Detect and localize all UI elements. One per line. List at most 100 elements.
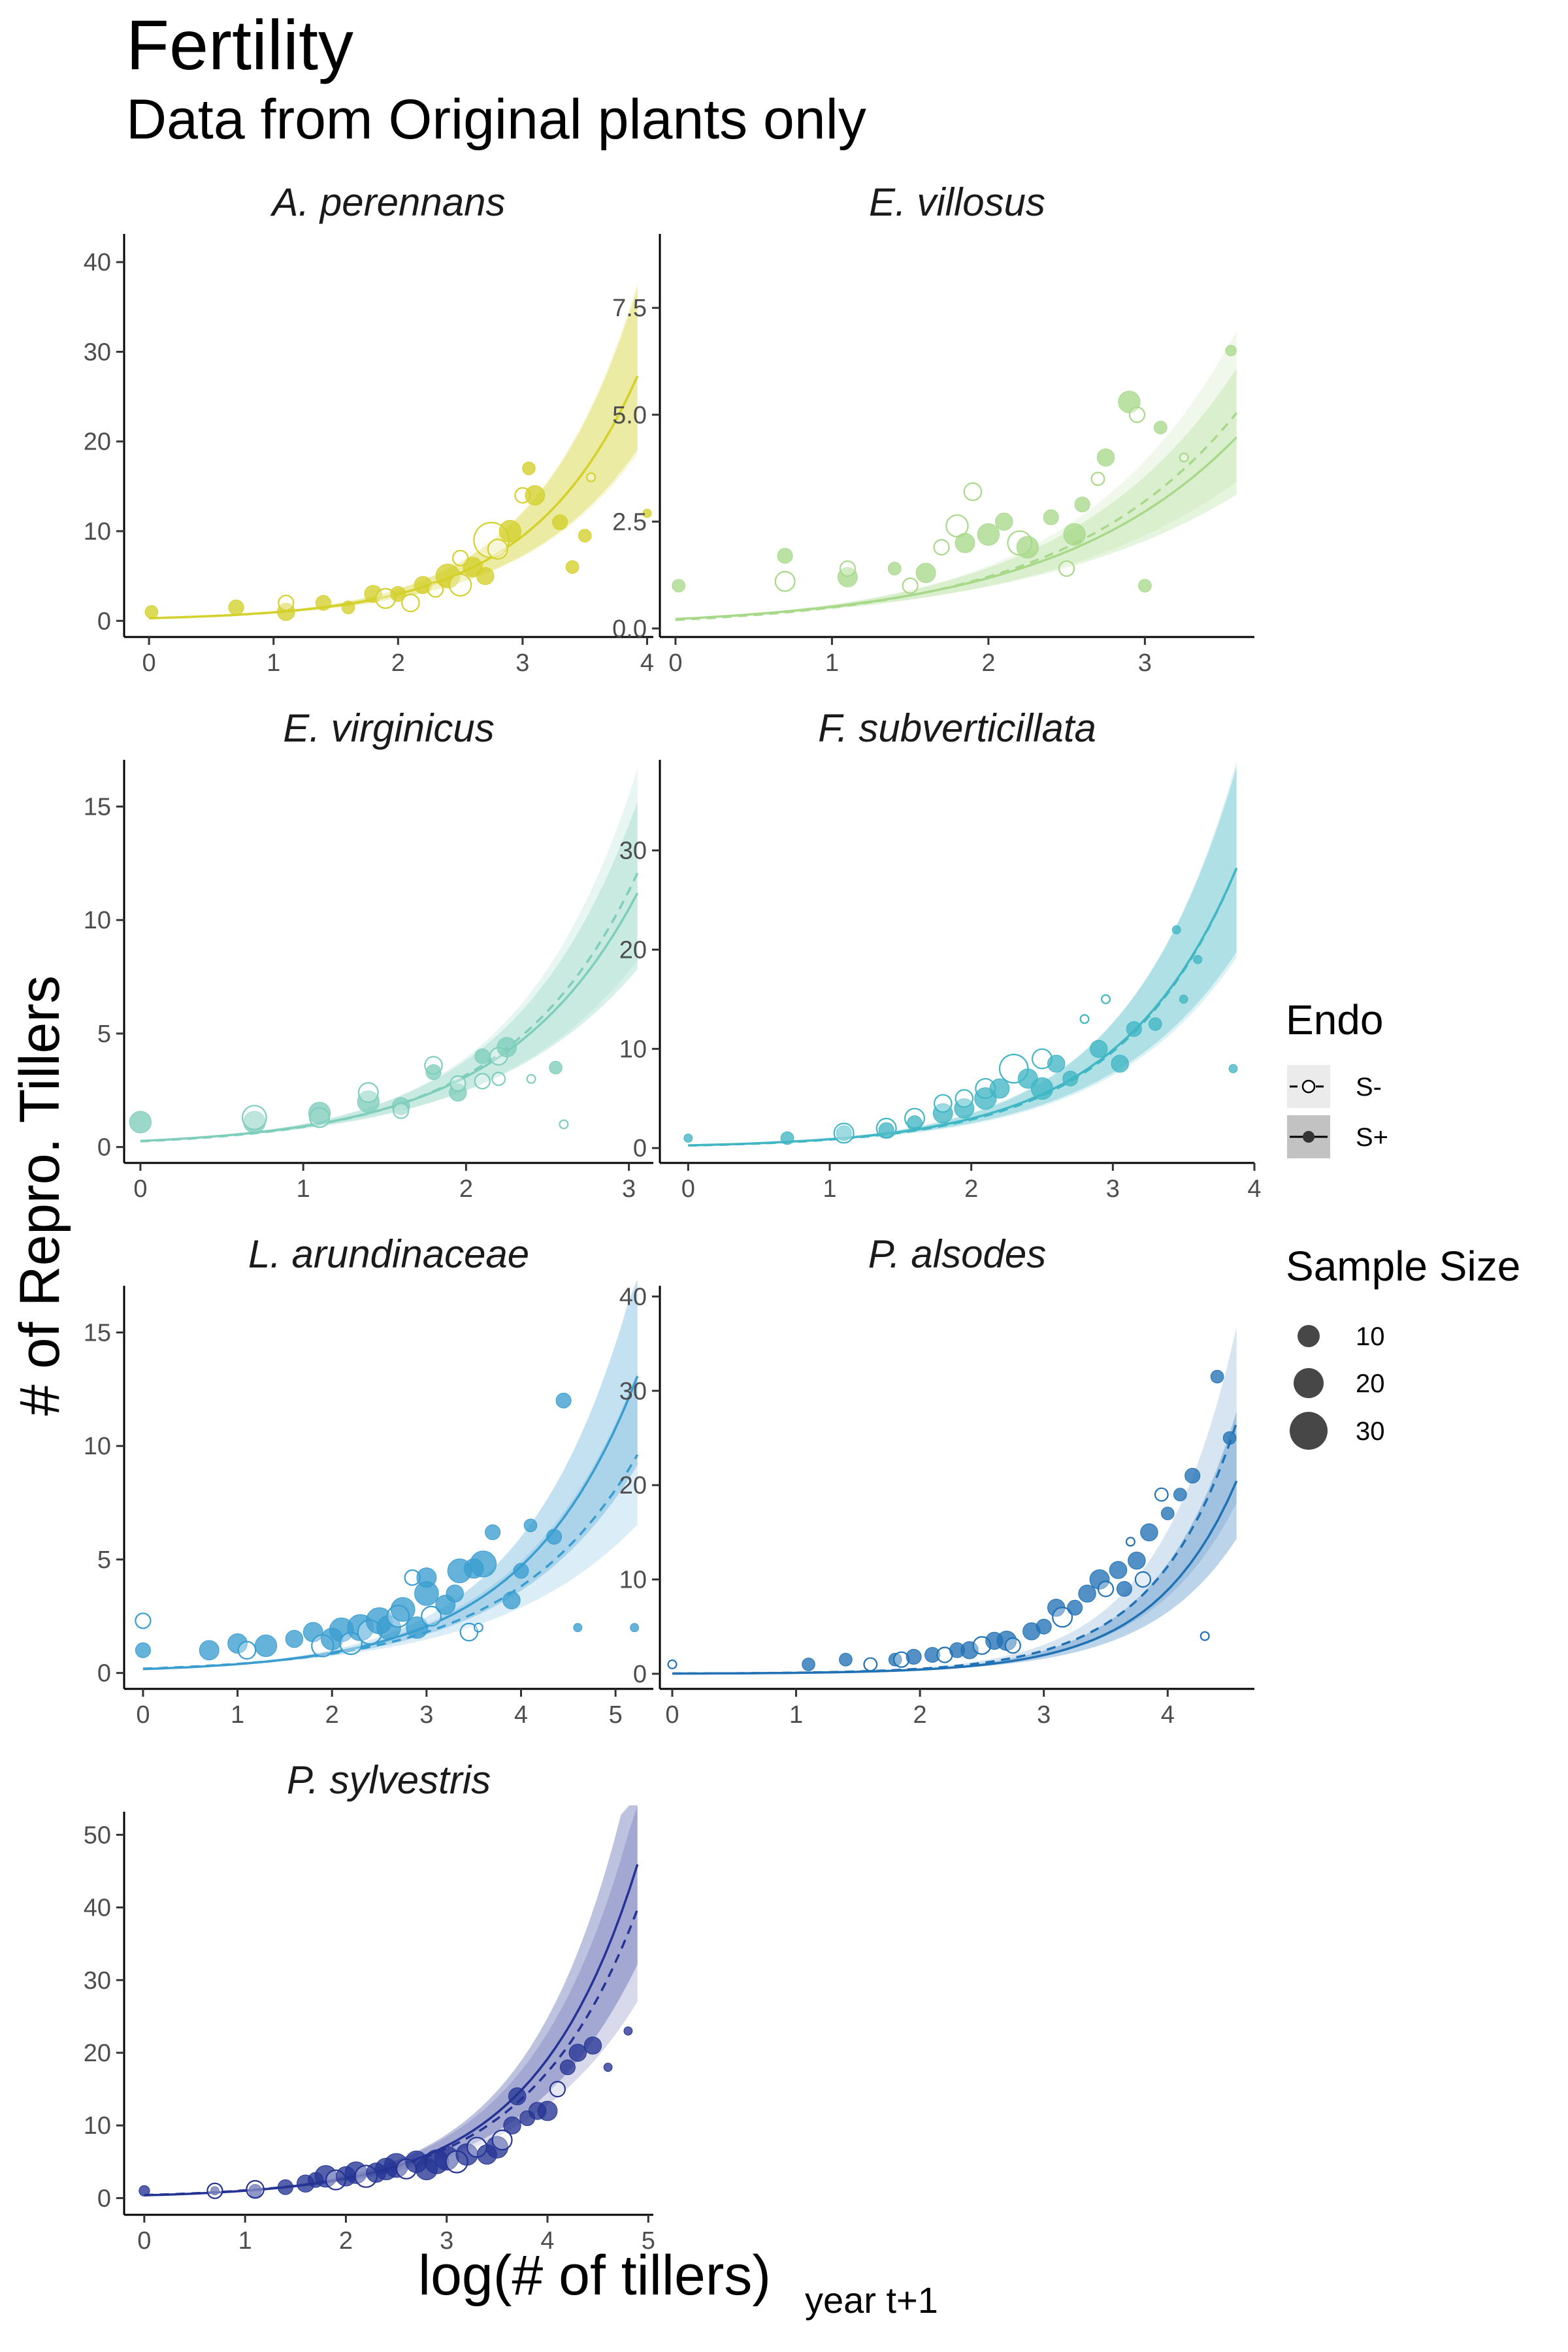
data-point-splus [1067,1599,1083,1616]
data-point-sminus [833,1122,855,1144]
data-point-splus [839,1652,853,1667]
data-point-sminus [963,482,983,501]
fit-line-splus-p-alsodes [672,1480,1238,1675]
data-point-splus [508,2087,527,2106]
data-point-sminus [1179,452,1189,463]
y-tick-label: 0 [97,1134,111,1162]
data-point-splus [777,547,793,564]
data-point-splus [416,1567,437,1588]
data-point-splus [1047,1054,1066,1073]
y-tick-label: 10 [84,1433,111,1460]
legend-size-key-10 [1298,1325,1320,1347]
ribbon-splus-p-sylvestris [144,1805,638,2196]
data-point-splus [502,1591,521,1610]
ribbon-splus-a-perennans [149,287,638,619]
data-point-sminus [473,1622,483,1633]
data-point-splus [802,1658,815,1671]
data-point-sminus [1090,472,1105,486]
chart-subtitle: Data from Original plants only [126,88,866,151]
x-tick-label: 1 [231,1701,244,1729]
x-tick-label: 3 [1138,649,1152,677]
y-tick-label: 30 [84,338,111,366]
data-point-splus [199,1640,220,1661]
data-point-splus [485,1524,501,1541]
y-tick-label: 20 [619,937,647,964]
data-point-splus [1074,497,1090,513]
data-point-splus [227,1633,248,1654]
x-tick-label: 3 [515,649,529,677]
y-tick-label: 5.0 [612,402,647,429]
data-point-sminus [526,1073,536,1084]
x-tick-label: 1 [238,2227,252,2255]
y-tick-label: 40 [84,1895,111,1922]
data-point-splus [376,1615,401,1640]
data-point-sminus [427,581,444,598]
y-tick-label: 40 [619,1283,647,1311]
panel-title-p-sylvestris: P. sylvestris [287,1758,491,1802]
data-point-splus [583,2036,602,2055]
data-point-sminus [863,1657,878,1672]
data-point-splus [129,1111,152,1134]
legend-key-splus-point [1303,1131,1315,1143]
y-tick-label: 5 [97,1546,111,1574]
data-point-sminus [1125,1537,1135,1547]
y-tick-label: 0 [97,1660,111,1688]
data-point-sminus [206,2182,223,2199]
data-point-splus [838,567,858,587]
y-tick-label: 30 [619,1378,647,1405]
data-point-splus [573,1623,583,1633]
x-tick-label: 4 [514,1701,528,1729]
data-point-splus [425,1064,442,1080]
data-point-sminus [559,1119,569,1130]
x-tick-label: 2 [913,1701,927,1729]
legend-size-label-20: 20 [1356,1369,1385,1398]
data-point-splus [630,1623,639,1633]
data-point-splus [780,1131,794,1145]
data-point-splus [1184,1467,1201,1484]
data-point-splus [565,560,580,574]
x-tick-label: 4 [1161,1701,1175,1729]
data-point-splus [1036,1618,1052,1635]
fit-line-splus-a-perennans [149,375,639,619]
y-tick-label: 0.0 [612,615,647,643]
data-point-splus [1228,1064,1238,1073]
data-point-sminus [1058,560,1075,577]
data-point-splus [277,602,295,621]
data-point-sminus [1052,1607,1073,1628]
x-tick-label: 1 [823,1175,836,1203]
y-tick-label: 20 [84,2040,111,2067]
data-point-sminus [839,560,857,577]
x-tick-label: 4 [540,2227,554,2255]
y-axis-title: # of Repro. Tillers [8,975,71,1416]
data-point-sminus [1100,994,1111,1004]
data-point-splus [470,1550,497,1578]
panel-f-subverticillata: F. subverticillata 0 1 2 3 4 0 10 20 30 [619,706,1262,1203]
data-point-splus [254,1634,278,1658]
y-tick-label: 0 [633,1661,647,1688]
y-tick-label: 50 [84,1821,111,1849]
data-point-sminus [451,549,469,566]
x-tick-label: 3 [622,1175,636,1203]
data-point-sminus [357,1082,379,1103]
y-tick-label: 0 [97,608,111,635]
data-point-splus [568,2044,587,2062]
x-tick-label: 1 [267,649,280,677]
x-tick-label: 1 [825,649,839,677]
data-point-sminus [246,2180,265,2199]
data-point-splus [836,1125,852,1141]
fit-line-splus-e-virginicus [140,892,639,1143]
data-point-splus [525,485,546,506]
legend-size-key-30 [1290,1412,1328,1450]
ribbon-sminus-f-subverticillata [688,761,1237,1146]
data-point-splus [498,519,521,543]
data-point-splus [907,1115,923,1132]
data-point-sminus [491,2129,513,2151]
y-tick-label: 30 [619,838,647,865]
data-point-splus [888,1652,902,1667]
data-point-splus [954,1098,975,1119]
